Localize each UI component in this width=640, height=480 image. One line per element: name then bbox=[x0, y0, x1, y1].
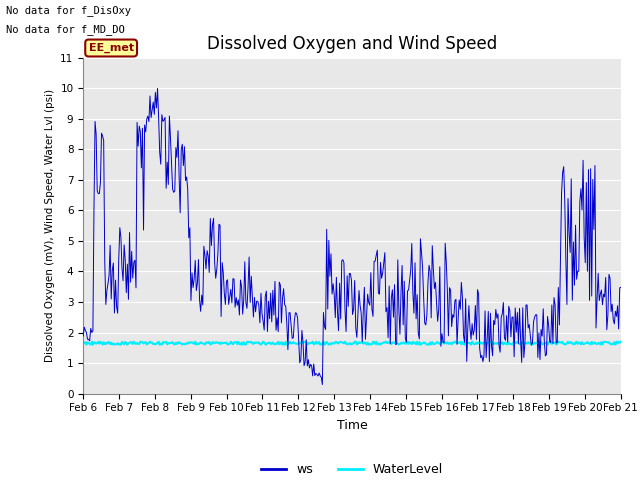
Title: Dissolved Oxygen and Wind Speed: Dissolved Oxygen and Wind Speed bbox=[207, 35, 497, 53]
Legend: ws, WaterLevel: ws, WaterLevel bbox=[256, 458, 448, 480]
Text: No data for f_MD_DO: No data for f_MD_DO bbox=[6, 24, 125, 35]
Text: EE_met: EE_met bbox=[88, 43, 134, 53]
X-axis label: Time: Time bbox=[337, 419, 367, 432]
Y-axis label: Dissolved Oxygen (mV), Wind Speed, Water Lvl (psi): Dissolved Oxygen (mV), Wind Speed, Water… bbox=[45, 89, 54, 362]
Text: No data for f_DisOxy: No data for f_DisOxy bbox=[6, 5, 131, 16]
